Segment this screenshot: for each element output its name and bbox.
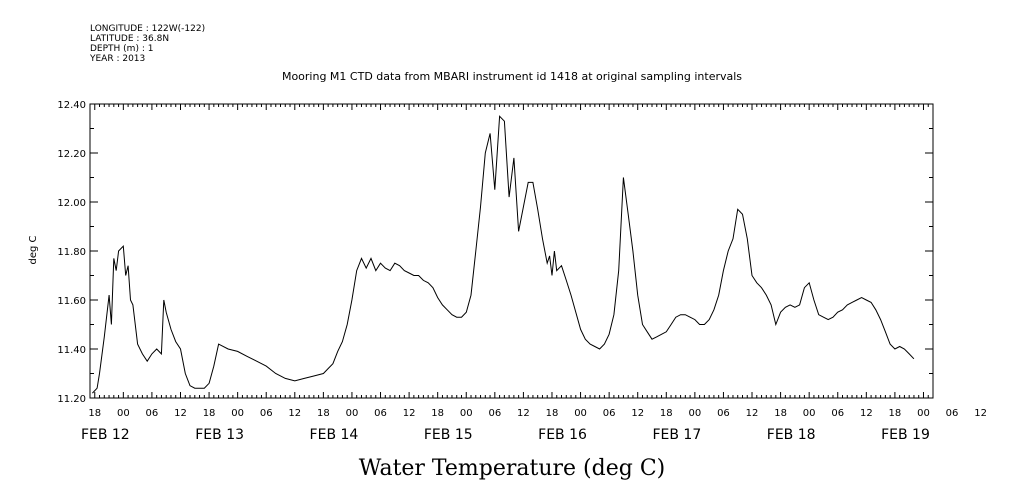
y-tick-label: 11.40 [57, 345, 86, 356]
x-hour-label: 06 [831, 408, 844, 419]
x-hour-label: 00 [803, 408, 816, 419]
y-axis-label: deg C [28, 235, 39, 264]
y-tick-label: 11.80 [57, 247, 86, 258]
metadata-longitude: LONGITUDE : 122W(-122) [90, 24, 205, 34]
x-hour-label: 12 [403, 408, 416, 419]
x-day-label: FEB 19 [881, 427, 930, 443]
x-hour-label: 06 [146, 408, 159, 419]
x-hour-label: 12 [288, 408, 301, 419]
metadata-year: YEAR : 2013 [89, 54, 145, 64]
x-hour-label: 18 [431, 408, 444, 419]
x-hour-label: 12 [517, 408, 530, 419]
x-hour-label: 18 [203, 408, 216, 419]
x-hour-label: 06 [603, 408, 616, 419]
x-hour-label: 06 [374, 408, 387, 419]
x-hour-label: 06 [717, 408, 730, 419]
footer-title: Water Temperature (deg C) [359, 456, 666, 481]
x-day-label: FEB 14 [310, 427, 359, 443]
x-hour-label: 18 [660, 408, 673, 419]
x-hour-label: 00 [117, 408, 130, 419]
x-hour-label: 18 [88, 408, 101, 419]
metadata-depth: DEPTH (m) : 1 [90, 44, 153, 54]
x-hour-label: 06 [946, 408, 959, 419]
x-day-label: FEB 16 [538, 427, 587, 443]
y-tick-label: 11.60 [57, 296, 86, 307]
x-hour-label: 12 [860, 408, 873, 419]
x-hour-label: 12 [174, 408, 187, 419]
x-hour-label: 18 [889, 408, 902, 419]
x-hour-label: 00 [346, 408, 359, 419]
x-hour-label: 00 [460, 408, 473, 419]
metadata-latitude: LATITUDE : 36.8N [90, 34, 169, 44]
x-day-label: FEB 18 [767, 427, 816, 443]
x-hour-label: 06 [260, 408, 273, 419]
x-day-label: FEB 12 [81, 427, 130, 443]
y-tick-label: 12.40 [57, 100, 86, 111]
x-hour-label: 12 [974, 408, 987, 419]
x-day-label: FEB 13 [195, 427, 244, 443]
x-hour-label: 00 [917, 408, 930, 419]
x-hour-label: 00 [574, 408, 587, 419]
y-tick-label: 12.00 [57, 198, 86, 209]
y-tick-label: 12.20 [57, 149, 86, 160]
x-day-label: FEB 17 [652, 427, 701, 443]
x-hour-label: 12 [746, 408, 759, 419]
y-axis: 11.20 11.40 11.60 11.80 12.00 12.20 12.40 [57, 100, 933, 405]
x-hour-label: 00 [231, 408, 244, 419]
x-hour-label: 06 [488, 408, 501, 419]
chart-title: Mooring M1 CTD data from MBARI instrumen… [282, 70, 742, 83]
series-line-water-temperature [92, 115, 915, 394]
x-hour-label: 18 [774, 408, 787, 419]
x-hour-label: 12 [631, 408, 644, 419]
x-hour-label: 00 [688, 408, 701, 419]
x-day-label: FEB 15 [424, 427, 473, 443]
metadata-block: LONGITUDE : 122W(-122) LATITUDE : 36.8N … [89, 24, 205, 64]
x-hour-label: 18 [317, 408, 330, 419]
x-hour-label: 18 [546, 408, 559, 419]
y-tick-label: 11.20 [57, 394, 86, 405]
x-axis: 18 00 06 12 18 00 06 12 18 00 06 12 18 00 06 12 18 00 06 12… [81, 104, 987, 443]
